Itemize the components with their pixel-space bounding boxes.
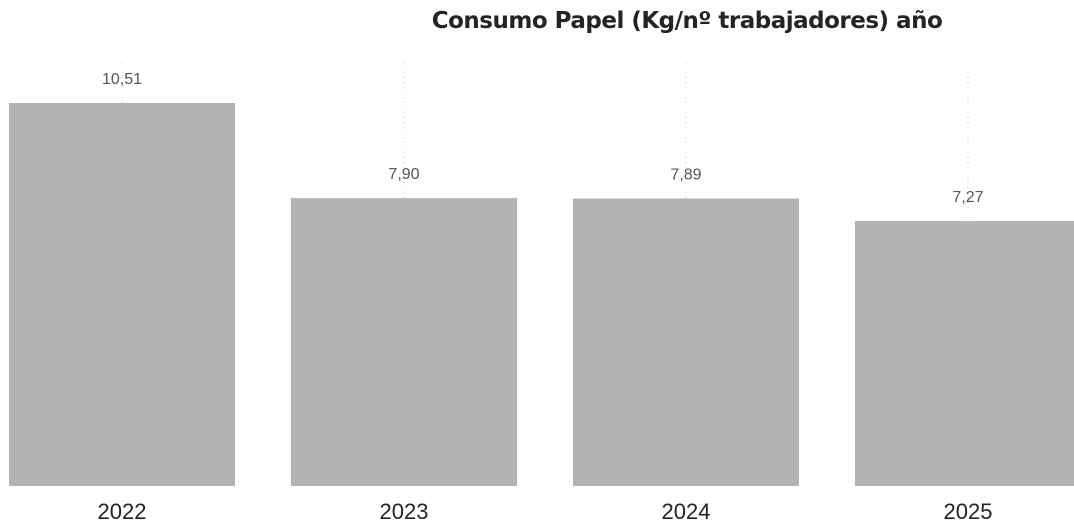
- data-label-2025: 7,27: [952, 189, 983, 206]
- x-tick-label-2023: 2023: [380, 499, 429, 524]
- data-label-2023: 7,90: [388, 166, 419, 183]
- bar-2025: [855, 221, 1074, 486]
- x-tick-label-2024: 2024: [662, 499, 711, 524]
- x-tick-label-2025: 2025: [944, 499, 993, 524]
- data-label-2024: 7,89: [670, 166, 701, 183]
- bar-2023: [291, 198, 517, 486]
- data-label-2022: 10,51: [102, 71, 142, 88]
- bar-2024: [573, 198, 799, 486]
- bar-2022: [9, 103, 235, 486]
- chart-title: Consumo Papel (Kg/nº trabajadores) año: [431, 8, 943, 34]
- x-tick-label-2022: 2022: [98, 499, 147, 524]
